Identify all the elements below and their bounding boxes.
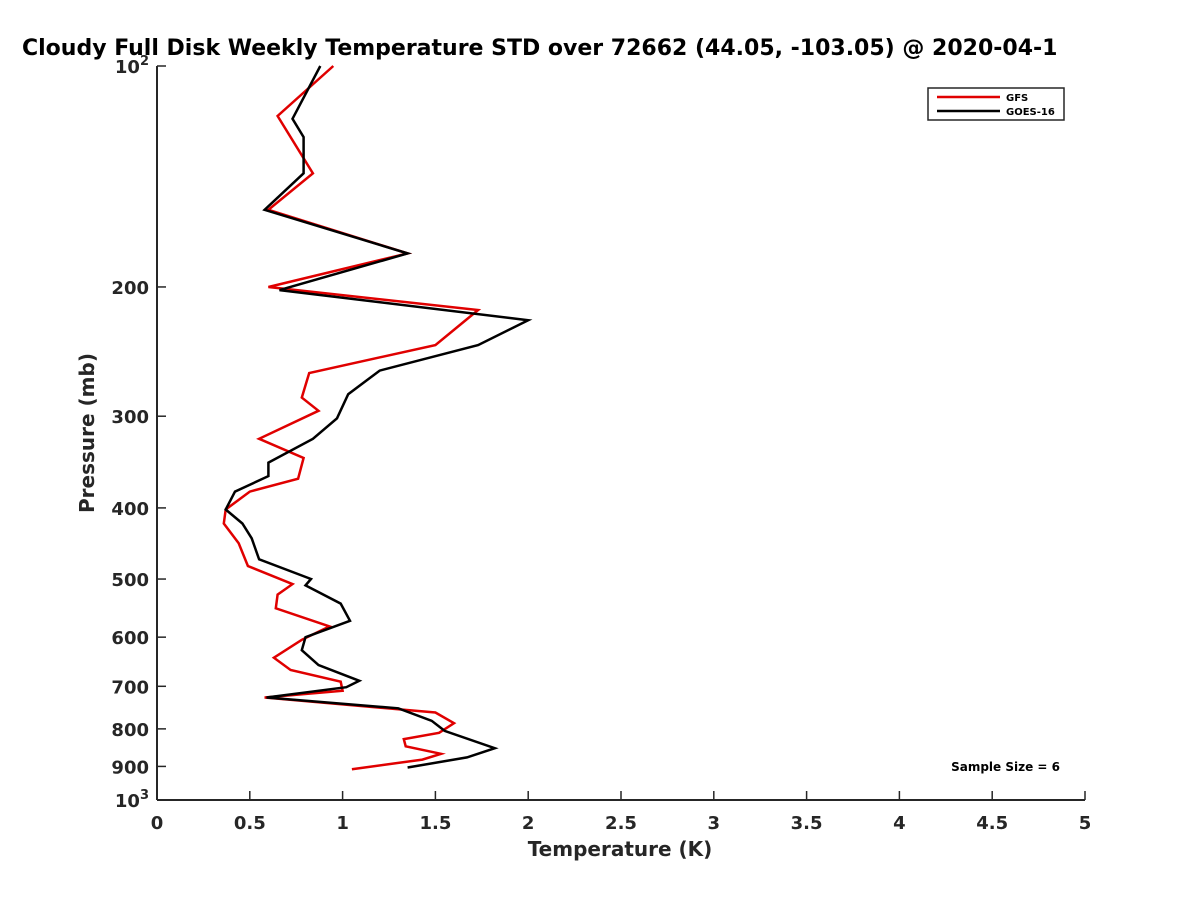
y-tick-label: 900 <box>111 757 149 778</box>
legend-label-goes-16: GOES-16 <box>1006 107 1055 118</box>
y-tick-label: 102 <box>115 54 149 78</box>
y-tick-label: 600 <box>111 628 149 649</box>
series-line-goes-16 <box>224 65 533 769</box>
series-lines <box>222 65 533 771</box>
x-tick-label: 0.5 <box>234 813 266 834</box>
x-tick-label: 4 <box>893 813 906 834</box>
x-tick-label: 3 <box>708 813 721 834</box>
y-tick-label: 500 <box>111 570 149 591</box>
y-tick-label: 200 <box>111 278 149 299</box>
x-tick-label: 5 <box>1079 813 1092 834</box>
y-tick-label: 700 <box>111 677 149 698</box>
legend-box <box>927 87 1065 121</box>
x-tick-label: 2 <box>522 813 535 834</box>
y-tick-label: 103 <box>115 788 149 812</box>
x-tick-label: 0 <box>151 813 164 834</box>
x-tick-label: 2.5 <box>605 813 637 834</box>
y-tick-label: 300 <box>111 407 149 428</box>
x-tick-label: 1.5 <box>419 813 451 834</box>
x-tick-label: 4.5 <box>976 813 1008 834</box>
legend-label-gfs: GFS <box>1006 93 1028 104</box>
y-tick-label: 400 <box>111 499 149 520</box>
chart-title: Cloudy Full Disk Weekly Temperature STD … <box>22 36 1057 61</box>
x-tick-label: 1 <box>336 813 349 834</box>
x-axis-label: Temperature (K) <box>528 837 713 861</box>
sample-size-annotation: Sample Size = 6 <box>951 760 1060 774</box>
y-tick-label: 800 <box>111 720 149 741</box>
y-axis-label: Pressure (mb) <box>75 353 99 513</box>
axes: 0 0.5 1 1.5 2 2.5 3 3.5 4 4.5 5 102 200 300 400 500 600 7… <box>111 54 1091 834</box>
x-tick-label: 3.5 <box>791 813 823 834</box>
series-line-gfs <box>222 65 482 771</box>
legend: GFS GOES-16 <box>927 87 1065 121</box>
